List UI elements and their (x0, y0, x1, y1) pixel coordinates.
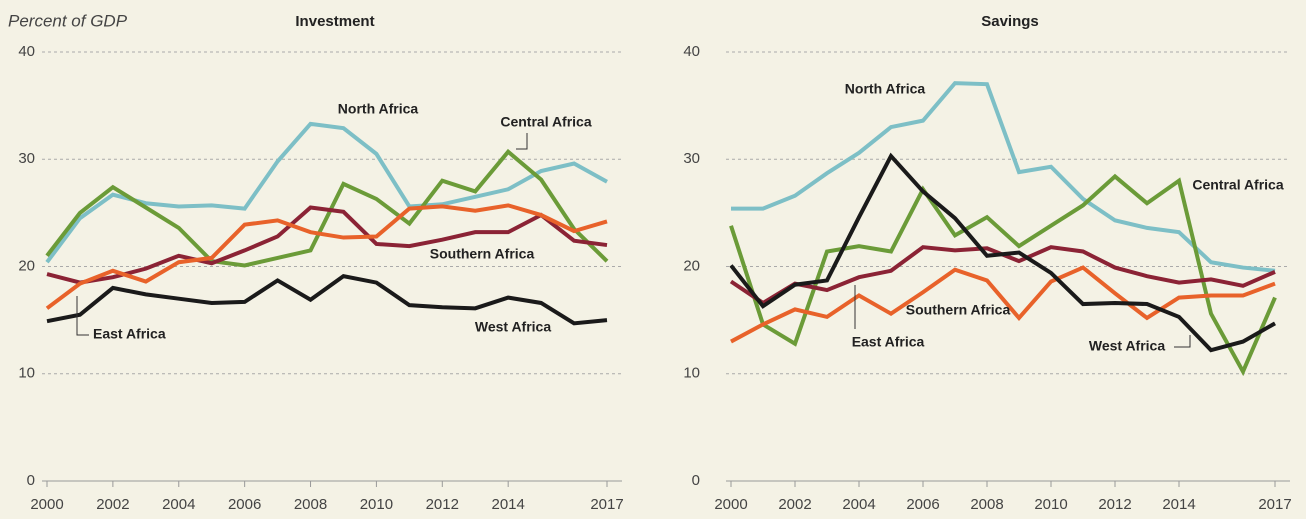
series-line (45, 148, 609, 268)
series-label: West Africa (475, 319, 551, 335)
x-tick-label: 2008 (970, 496, 1003, 513)
chart-title: Savings (981, 13, 1039, 30)
x-tick-label: 2002 (96, 496, 129, 513)
x-tick-label: 2017 (590, 496, 623, 513)
y-tick-label: 30 (18, 150, 35, 167)
series-line (46, 274, 608, 326)
x-tick-label: 2004 (162, 496, 195, 513)
series-line (46, 205, 608, 285)
x-tick-label: 2014 (1162, 496, 1195, 513)
series-label: Central Africa (500, 114, 592, 130)
x-tick-label: 2010 (1034, 496, 1067, 513)
series-line (729, 173, 1277, 377)
y-tick-label: 40 (683, 43, 700, 60)
x-tick-label: 2008 (294, 496, 327, 513)
series-line (731, 81, 1276, 273)
x-tick-label: 2012 (1098, 496, 1131, 513)
x-tick-label: 2000 (714, 496, 747, 513)
x-tick-label: 2006 (906, 496, 939, 513)
series-label: West Africa (1089, 338, 1165, 354)
series-label: East Africa (93, 326, 166, 342)
series-label: North Africa (845, 81, 926, 97)
series-line (729, 152, 1276, 353)
x-tick-label: 2010 (360, 496, 393, 513)
series-line (45, 203, 608, 310)
y-tick-label: 0 (27, 472, 35, 489)
series-label: Southern Africa (430, 246, 535, 262)
x-tick-label: 2017 (1258, 496, 1291, 513)
y-tick-label: 10 (18, 365, 35, 382)
x-tick-label: 2002 (778, 496, 811, 513)
x-tick-label: 2004 (842, 496, 875, 513)
x-tick-label: 2012 (426, 496, 459, 513)
series-label: North Africa (338, 101, 419, 117)
x-tick-label: 2014 (491, 496, 524, 513)
series-label: Central Africa (1192, 177, 1284, 193)
y-tick-label: 10 (683, 365, 700, 382)
y-axis-label: Percent of GDP (8, 11, 128, 30)
y-tick-label: 20 (18, 257, 35, 274)
chart-title: Investment (295, 13, 374, 30)
series-label: Southern Africa (906, 302, 1011, 318)
y-tick-label: 20 (683, 257, 700, 274)
y-tick-label: 30 (683, 150, 700, 167)
leader-line (76, 296, 89, 336)
series-line (730, 265, 1276, 344)
x-tick-label: 2000 (30, 496, 63, 513)
leader-line (1174, 335, 1191, 348)
leader-line (516, 133, 528, 150)
series-label: East Africa (852, 334, 925, 350)
x-tick-label: 2006 (228, 496, 261, 513)
y-tick-label: 0 (692, 472, 700, 489)
y-tick-label: 40 (18, 43, 35, 60)
